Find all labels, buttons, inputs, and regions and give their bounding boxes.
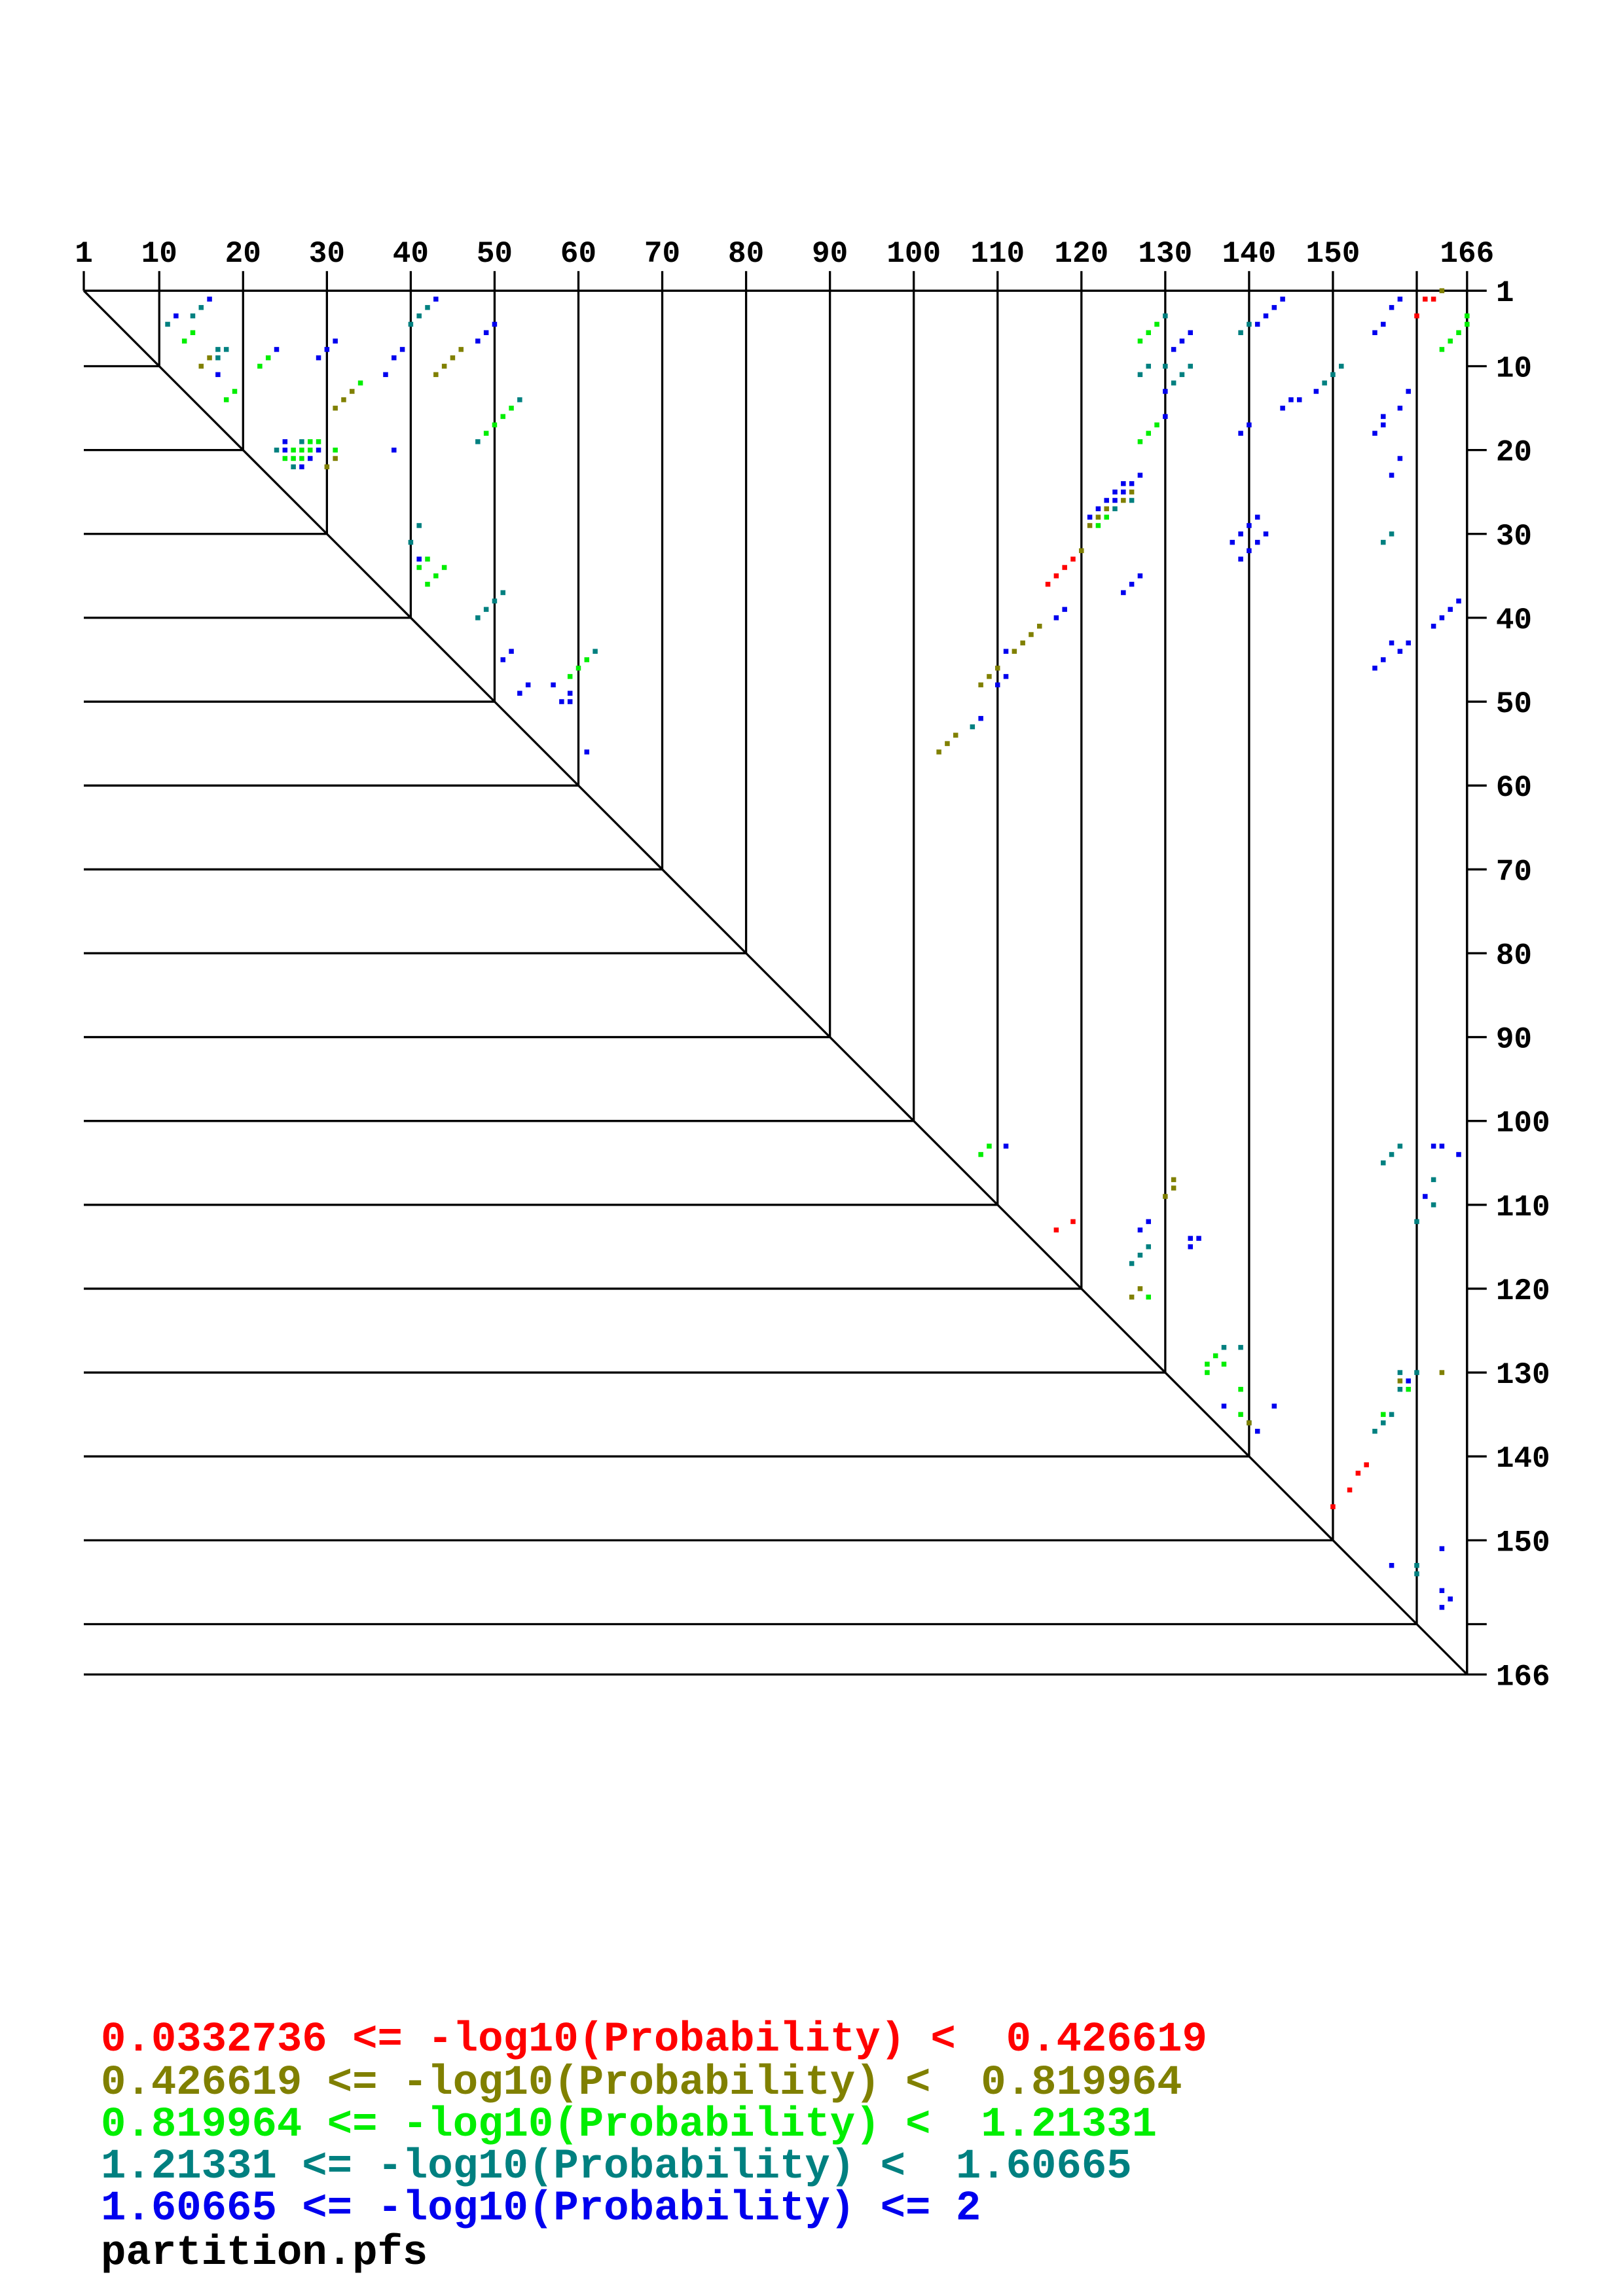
svg-text:80: 80 xyxy=(1496,939,1532,973)
svg-text:100: 100 xyxy=(1496,1107,1550,1141)
svg-text:30: 30 xyxy=(1496,520,1532,554)
svg-text:20: 20 xyxy=(1496,436,1532,470)
svg-text:130: 130 xyxy=(1496,1358,1550,1392)
svg-text:150: 150 xyxy=(1496,1526,1550,1560)
svg-text:140: 140 xyxy=(1222,237,1276,271)
svg-text:120: 120 xyxy=(1054,237,1108,271)
svg-text:60: 60 xyxy=(560,237,596,271)
svg-text:130: 130 xyxy=(1138,237,1192,271)
svg-text:70: 70 xyxy=(644,237,680,271)
svg-text:50: 50 xyxy=(1496,687,1532,721)
svg-text:partition.pfs: partition.pfs xyxy=(101,2230,428,2277)
svg-text:90: 90 xyxy=(812,237,848,271)
svg-text:110: 110 xyxy=(970,237,1025,271)
svg-text:10: 10 xyxy=(1496,352,1532,386)
svg-text:0.426619 <= -log10(Probability: 0.426619 <= -log10(Probability) < 0.8199… xyxy=(101,2060,1182,2107)
svg-text:110: 110 xyxy=(1496,1191,1550,1225)
svg-text:30: 30 xyxy=(309,237,345,271)
svg-text:166: 166 xyxy=(1440,237,1494,271)
svg-text:70: 70 xyxy=(1496,855,1532,889)
svg-text:80: 80 xyxy=(728,237,764,271)
svg-text:40: 40 xyxy=(1496,603,1532,637)
svg-text:1: 1 xyxy=(1496,276,1514,310)
svg-text:60: 60 xyxy=(1496,771,1532,805)
svg-text:1: 1 xyxy=(75,237,93,271)
svg-text:40: 40 xyxy=(393,237,429,271)
svg-text:120: 120 xyxy=(1496,1274,1550,1308)
svg-text:20: 20 xyxy=(225,237,261,271)
svg-text:10: 10 xyxy=(141,237,177,271)
svg-text:1.60665 <= -log10(Probability): 1.60665 <= -log10(Probability) <= 2 xyxy=(101,2185,981,2233)
svg-text:90: 90 xyxy=(1496,1023,1532,1057)
svg-text:140: 140 xyxy=(1496,1442,1550,1476)
svg-text:150: 150 xyxy=(1306,237,1360,271)
svg-text:0.819964 <= -log10(Probability: 0.819964 <= -log10(Probability) < 1.2133… xyxy=(101,2102,1157,2149)
svg-text:50: 50 xyxy=(477,237,513,271)
svg-text:100: 100 xyxy=(886,237,941,271)
svg-text:0.0332736 <= -log10(Probabilit: 0.0332736 <= -log10(Probability) < 0.426… xyxy=(101,2017,1207,2064)
svg-text:166: 166 xyxy=(1496,1660,1550,1694)
svg-text:1.21331 <= -log10(Probability): 1.21331 <= -log10(Probability) < 1.60665 xyxy=(101,2144,1132,2191)
